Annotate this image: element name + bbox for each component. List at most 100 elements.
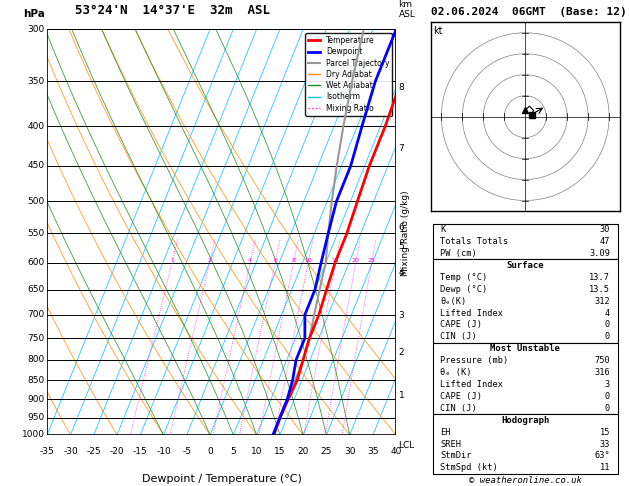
Text: 4: 4 bbox=[605, 309, 610, 317]
Text: 8: 8 bbox=[399, 83, 404, 92]
Text: 0: 0 bbox=[605, 392, 610, 401]
Text: 53°24'N  14°37'E  32m  ASL: 53°24'N 14°37'E 32m ASL bbox=[75, 4, 270, 17]
Text: 400: 400 bbox=[28, 122, 45, 131]
Text: 6: 6 bbox=[273, 258, 277, 263]
Text: 312: 312 bbox=[594, 296, 610, 306]
Text: 5: 5 bbox=[230, 447, 237, 456]
Text: 20: 20 bbox=[352, 258, 360, 263]
Text: Pressure (mb): Pressure (mb) bbox=[440, 356, 509, 365]
Text: Temp (°C): Temp (°C) bbox=[440, 273, 487, 282]
Text: 63°: 63° bbox=[594, 451, 610, 460]
Bar bbox=[433, 414, 618, 474]
Text: 15: 15 bbox=[331, 258, 340, 263]
Text: 750: 750 bbox=[28, 333, 45, 343]
Text: Dewp (°C): Dewp (°C) bbox=[440, 285, 487, 294]
Text: θₑ (K): θₑ (K) bbox=[440, 368, 472, 377]
Text: StmDir: StmDir bbox=[440, 451, 472, 460]
Text: K: K bbox=[440, 225, 445, 234]
Text: 30: 30 bbox=[599, 225, 610, 234]
Text: 6: 6 bbox=[399, 223, 404, 232]
Text: -25: -25 bbox=[86, 447, 101, 456]
Text: 3: 3 bbox=[399, 311, 404, 320]
Text: CAPE (J): CAPE (J) bbox=[440, 392, 482, 401]
Bar bbox=[433, 343, 618, 414]
Text: Surface: Surface bbox=[506, 261, 544, 270]
Text: 33: 33 bbox=[599, 439, 610, 449]
Text: CIN (J): CIN (J) bbox=[440, 332, 477, 341]
Text: 35: 35 bbox=[367, 447, 379, 456]
Text: 4: 4 bbox=[248, 258, 252, 263]
Text: 8: 8 bbox=[292, 258, 296, 263]
Text: 350: 350 bbox=[28, 77, 45, 86]
Text: -10: -10 bbox=[156, 447, 171, 456]
Text: 650: 650 bbox=[28, 285, 45, 294]
Text: StmSpd (kt): StmSpd (kt) bbox=[440, 463, 498, 472]
Text: 3: 3 bbox=[605, 380, 610, 389]
Text: 800: 800 bbox=[28, 355, 45, 364]
Text: -30: -30 bbox=[63, 447, 78, 456]
Text: hPa: hPa bbox=[23, 9, 45, 19]
Bar bbox=[433, 260, 618, 343]
Text: -35: -35 bbox=[40, 447, 55, 456]
Text: 10: 10 bbox=[251, 447, 262, 456]
Text: 02.06.2024  06GMT  (Base: 12): 02.06.2024 06GMT (Base: 12) bbox=[431, 7, 626, 17]
Text: 950: 950 bbox=[28, 413, 45, 422]
Text: PW (cm): PW (cm) bbox=[440, 249, 477, 258]
Text: 0: 0 bbox=[605, 404, 610, 413]
Text: LCL: LCL bbox=[399, 441, 415, 450]
Text: θₑ(K): θₑ(K) bbox=[440, 296, 467, 306]
Text: CAPE (J): CAPE (J) bbox=[440, 320, 482, 330]
Text: 2: 2 bbox=[208, 258, 211, 263]
Text: 25: 25 bbox=[368, 258, 376, 263]
Text: 40: 40 bbox=[391, 447, 402, 456]
Text: 1: 1 bbox=[399, 391, 404, 400]
Text: -5: -5 bbox=[182, 447, 191, 456]
Legend: Temperature, Dewpoint, Parcel Trajectory, Dry Adiabat, Wet Adiabat, Isotherm, Mi: Temperature, Dewpoint, Parcel Trajectory… bbox=[305, 33, 392, 116]
Text: 0: 0 bbox=[605, 332, 610, 341]
Text: 11: 11 bbox=[599, 463, 610, 472]
Text: 10: 10 bbox=[304, 258, 312, 263]
Text: -15: -15 bbox=[133, 447, 148, 456]
Text: 550: 550 bbox=[28, 229, 45, 238]
Text: 0: 0 bbox=[207, 447, 213, 456]
Text: 450: 450 bbox=[28, 161, 45, 170]
Text: 25: 25 bbox=[321, 447, 332, 456]
Text: -20: -20 bbox=[109, 447, 125, 456]
Text: © weatheronline.co.uk: © weatheronline.co.uk bbox=[469, 476, 582, 485]
Text: SREH: SREH bbox=[440, 439, 461, 449]
Text: 500: 500 bbox=[28, 197, 45, 206]
Text: Mixing Ratio (g/kg): Mixing Ratio (g/kg) bbox=[401, 191, 410, 276]
Text: EH: EH bbox=[440, 428, 451, 436]
Text: 20: 20 bbox=[298, 447, 309, 456]
Text: 900: 900 bbox=[28, 395, 45, 404]
Text: 13.5: 13.5 bbox=[589, 285, 610, 294]
Text: 1000: 1000 bbox=[22, 431, 45, 439]
Text: 15: 15 bbox=[599, 428, 610, 436]
Text: 13.7: 13.7 bbox=[589, 273, 610, 282]
Text: kt: kt bbox=[433, 26, 442, 36]
Text: Hodograph: Hodograph bbox=[501, 416, 549, 425]
Text: 47: 47 bbox=[599, 237, 610, 246]
Text: 3.09: 3.09 bbox=[589, 249, 610, 258]
Text: 30: 30 bbox=[344, 447, 355, 456]
Text: 7: 7 bbox=[399, 144, 404, 154]
Text: Most Unstable: Most Unstable bbox=[490, 344, 560, 353]
Text: km
ASL: km ASL bbox=[399, 0, 416, 19]
Text: 750: 750 bbox=[594, 356, 610, 365]
Text: 4: 4 bbox=[399, 268, 404, 277]
Text: 850: 850 bbox=[28, 376, 45, 385]
Text: 0: 0 bbox=[605, 320, 610, 330]
Bar bbox=[433, 224, 618, 260]
Text: 5: 5 bbox=[399, 242, 404, 251]
Text: 1: 1 bbox=[170, 258, 174, 263]
Text: Lifted Index: Lifted Index bbox=[440, 380, 503, 389]
Text: CIN (J): CIN (J) bbox=[440, 404, 477, 413]
Text: 316: 316 bbox=[594, 368, 610, 377]
Text: Dewpoint / Temperature (°C): Dewpoint / Temperature (°C) bbox=[142, 473, 302, 484]
Text: 600: 600 bbox=[28, 258, 45, 267]
Text: Lifted Index: Lifted Index bbox=[440, 309, 503, 317]
Text: 15: 15 bbox=[274, 447, 286, 456]
Text: 2: 2 bbox=[399, 347, 404, 357]
Text: Totals Totals: Totals Totals bbox=[440, 237, 509, 246]
Text: 700: 700 bbox=[28, 310, 45, 319]
